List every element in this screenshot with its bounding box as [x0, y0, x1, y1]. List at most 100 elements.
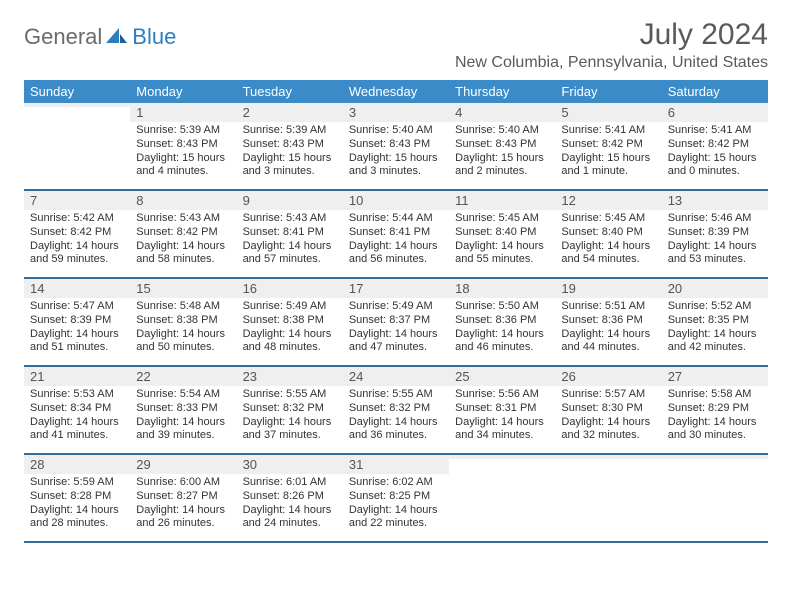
day-cell: 28Sunrise: 5:59 AMSunset: 8:28 PMDayligh…	[24, 455, 130, 541]
sunset-text: Sunset: 8:32 PM	[349, 402, 443, 416]
day-cell: 10 Sunrise: 5:44 AMSunset: 8:41 PMDayligh…	[343, 191, 449, 277]
day-cell: 12Sunrise: 5:45 AMSunset: 8:40 PMDayligh…	[555, 191, 661, 277]
day-number: 29	[130, 455, 236, 474]
sunset-text: Sunset: 8:37 PM	[349, 314, 443, 328]
sunset-text: Sunset: 8:40 PM	[561, 226, 655, 240]
day-cell: 23Sunrise: 5:55 AMSunset: 8:32 PMDayligh…	[237, 367, 343, 453]
day-cell: 21Sunrise: 5:53 AMSunset: 8:34 PMDayligh…	[24, 367, 130, 453]
sunset-text: Sunset: 8:40 PM	[455, 226, 549, 240]
day-cell: 19Sunrise: 5:51 AMSunset: 8:36 PMDayligh…	[555, 279, 661, 365]
day-cell: 18Sunrise: 5:50 AMSunset: 8:36 PMDayligh…	[449, 279, 555, 365]
daylight1-text: Daylight: 15 hours	[349, 152, 443, 166]
daylight1-text: Daylight: 14 hours	[243, 416, 337, 430]
daylight2-text: and 42 minutes.	[668, 341, 762, 355]
day-cell: 24Sunrise: 5:55 AMSunset: 8:32 PMDayligh…	[343, 367, 449, 453]
day-number: 31	[343, 455, 449, 474]
day-cell: 11Sunrise: 5:45 AMSunset: 8:40 PMDayligh…	[449, 191, 555, 277]
sunrise-text: Sunrise: 5:52 AM	[668, 300, 762, 314]
sunset-text: Sunset: 8:32 PM	[243, 402, 337, 416]
day-number	[24, 103, 130, 107]
location-label: New Columbia, Pennsylvania, United State…	[455, 54, 768, 72]
sunrise-text: Sunrise: 5:39 AM	[136, 124, 230, 138]
day-cell: 27Sunrise: 5:58 AMSunset: 8:29 PMDayligh…	[662, 367, 768, 453]
daylight2-text: and 36 minutes.	[349, 429, 443, 443]
daylight1-text: Daylight: 15 hours	[136, 152, 230, 166]
daylight2-text: and 44 minutes.	[561, 341, 655, 355]
day-cell	[555, 455, 661, 541]
sunrise-text: Sunrise: 5:51 AM	[561, 300, 655, 314]
sunset-text: Sunset: 8:35 PM	[668, 314, 762, 328]
daylight2-text: and 58 minutes.	[136, 253, 230, 267]
day-number	[662, 455, 768, 459]
sunset-text: Sunset: 8:25 PM	[349, 490, 443, 504]
week-row: 21Sunrise: 5:53 AMSunset: 8:34 PMDayligh…	[24, 367, 768, 455]
sunset-text: Sunset: 8:43 PM	[455, 138, 549, 152]
day-number: 27	[662, 367, 768, 386]
daylight2-text: and 30 minutes.	[668, 429, 762, 443]
day-number: 11	[449, 191, 555, 210]
logo: General Blue	[24, 18, 176, 50]
day-number: 16	[237, 279, 343, 298]
day-cell: 4Sunrise: 5:40 AMSunset: 8:43 PMDaylight…	[449, 103, 555, 189]
dayname-sunday: Sunday	[24, 80, 130, 103]
daylight2-text: and 32 minutes.	[561, 429, 655, 443]
sunset-text: Sunset: 8:42 PM	[668, 138, 762, 152]
day-cell: 17Sunrise: 5:49 AMSunset: 8:37 PMDayligh…	[343, 279, 449, 365]
day-number: 20	[662, 279, 768, 298]
day-number: 4	[449, 103, 555, 122]
sunset-text: Sunset: 8:42 PM	[136, 226, 230, 240]
day-cell: 26Sunrise: 5:57 AMSunset: 8:30 PMDayligh…	[555, 367, 661, 453]
daylight1-text: Daylight: 14 hours	[349, 240, 443, 254]
day-number: 3	[343, 103, 449, 122]
sunrise-text: Sunrise: 5:54 AM	[136, 388, 230, 402]
daylight1-text: Daylight: 14 hours	[561, 416, 655, 430]
daylight2-text: and 59 minutes.	[30, 253, 124, 267]
day-number: 21	[24, 367, 130, 386]
sunset-text: Sunset: 8:39 PM	[668, 226, 762, 240]
sunset-text: Sunset: 8:28 PM	[30, 490, 124, 504]
day-number: 1	[130, 103, 236, 122]
day-cell: 25Sunrise: 5:56 AMSunset: 8:31 PMDayligh…	[449, 367, 555, 453]
daylight1-text: Daylight: 14 hours	[243, 328, 337, 342]
logo-word-blue: Blue	[132, 24, 176, 50]
daylight1-text: Daylight: 14 hours	[136, 504, 230, 518]
day-cell: 2Sunrise: 5:39 AMSunset: 8:43 PMDaylight…	[237, 103, 343, 189]
day-number: 5	[555, 103, 661, 122]
day-number: 18	[449, 279, 555, 298]
sunset-text: Sunset: 8:43 PM	[136, 138, 230, 152]
day-cell: 22Sunrise: 5:54 AMSunset: 8:33 PMDayligh…	[130, 367, 236, 453]
sunrise-text: Sunrise: 5:53 AM	[30, 388, 124, 402]
day-cell: 13Sunrise: 5:46 AMSunset: 8:39 PMDayligh…	[662, 191, 768, 277]
dayname-tuesday: Tuesday	[237, 80, 343, 103]
daylight1-text: Daylight: 14 hours	[561, 328, 655, 342]
sunset-text: Sunset: 8:41 PM	[349, 226, 443, 240]
day-cell: 3Sunrise: 5:40 AMSunset: 8:43 PMDaylight…	[343, 103, 449, 189]
daylight1-text: Daylight: 14 hours	[30, 504, 124, 518]
daylight1-text: Daylight: 15 hours	[243, 152, 337, 166]
day-number: 10	[343, 191, 449, 210]
day-cell: 5Sunrise: 5:41 AMSunset: 8:42 PMDaylight…	[555, 103, 661, 189]
sunrise-text: Sunrise: 5:41 AM	[561, 124, 655, 138]
sunset-text: Sunset: 8:41 PM	[243, 226, 337, 240]
sunrise-text: Sunrise: 5:58 AM	[668, 388, 762, 402]
daylight1-text: Daylight: 14 hours	[30, 328, 124, 342]
day-number: 30	[237, 455, 343, 474]
dayname-saturday: Saturday	[662, 80, 768, 103]
day-cell	[662, 455, 768, 541]
daylight2-text: and 53 minutes.	[668, 253, 762, 267]
day-cell: 16Sunrise: 5:49 AMSunset: 8:38 PMDayligh…	[237, 279, 343, 365]
daylight1-text: Daylight: 14 hours	[668, 328, 762, 342]
header-right: July 2024 New Columbia, Pennsylvania, Un…	[455, 18, 768, 72]
day-cell: 1 Sunrise: 5:39 AMSunset: 8:43 PMDaylight…	[130, 103, 236, 189]
logo-word-general: General	[24, 24, 102, 50]
daylight2-text: and 0 minutes.	[668, 165, 762, 179]
daylight1-text: Daylight: 14 hours	[136, 416, 230, 430]
daylight1-text: Daylight: 14 hours	[136, 328, 230, 342]
sunrise-text: Sunrise: 5:44 AM	[349, 212, 443, 226]
dayname-monday: Monday	[130, 80, 236, 103]
daylight1-text: Daylight: 14 hours	[349, 416, 443, 430]
day-cell: 29Sunrise: 6:00 AMSunset: 8:27 PMDayligh…	[130, 455, 236, 541]
month-title: July 2024	[455, 18, 768, 52]
day-number: 14	[24, 279, 130, 298]
sunset-text: Sunset: 8:38 PM	[243, 314, 337, 328]
